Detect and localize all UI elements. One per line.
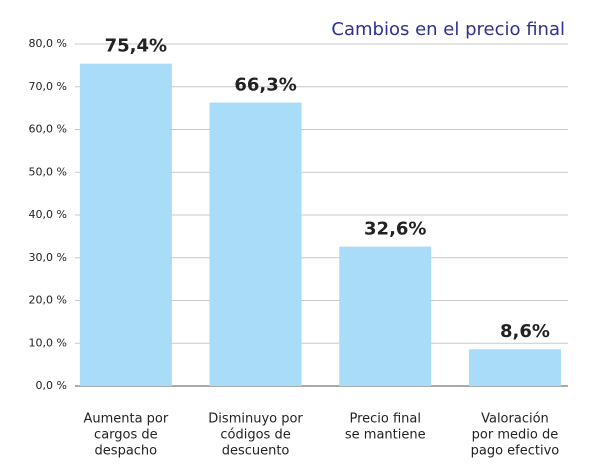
bar: [209, 102, 302, 386]
value-label: 8,6%: [500, 321, 550, 342]
bar: [339, 246, 432, 386]
bar: [79, 63, 172, 386]
value-label: 32,6%: [364, 219, 426, 240]
x-tick-label: cargos de: [94, 428, 158, 443]
y-tick-label: 20,0 %: [29, 294, 67, 307]
x-tick-label: despacho: [95, 444, 158, 459]
x-tick-label: Precio final: [349, 412, 421, 427]
y-tick-label: 30,0 %: [29, 251, 67, 264]
value-label: 75,4%: [105, 36, 167, 57]
bar: [468, 349, 561, 386]
y-tick-label: 0,0 %: [36, 379, 67, 392]
y-tick-label: 60,0 %: [29, 123, 67, 136]
x-tick-label: pago efectivo: [471, 444, 560, 459]
y-tick-label: 50,0 %: [29, 165, 67, 178]
y-tick-label: 10,0 %: [29, 336, 67, 349]
y-tick-label: 40,0 %: [29, 208, 67, 221]
x-tick-label: códigos de: [220, 428, 290, 443]
x-tick-label: se mantiene: [345, 428, 426, 443]
x-tick-label: descuento: [222, 444, 290, 459]
x-tick-label: Valoración: [481, 412, 549, 427]
y-tick-label: 70,0 %: [29, 80, 67, 93]
x-tick-label: Disminuyo por: [208, 412, 303, 427]
x-tick-label: Aumenta por: [83, 412, 168, 427]
chart-title: Cambios en el precio final: [331, 19, 565, 40]
x-tick-label: por medio de: [472, 428, 559, 443]
value-label: 66,3%: [234, 75, 296, 96]
y-tick-label: 80,0 %: [29, 37, 67, 50]
